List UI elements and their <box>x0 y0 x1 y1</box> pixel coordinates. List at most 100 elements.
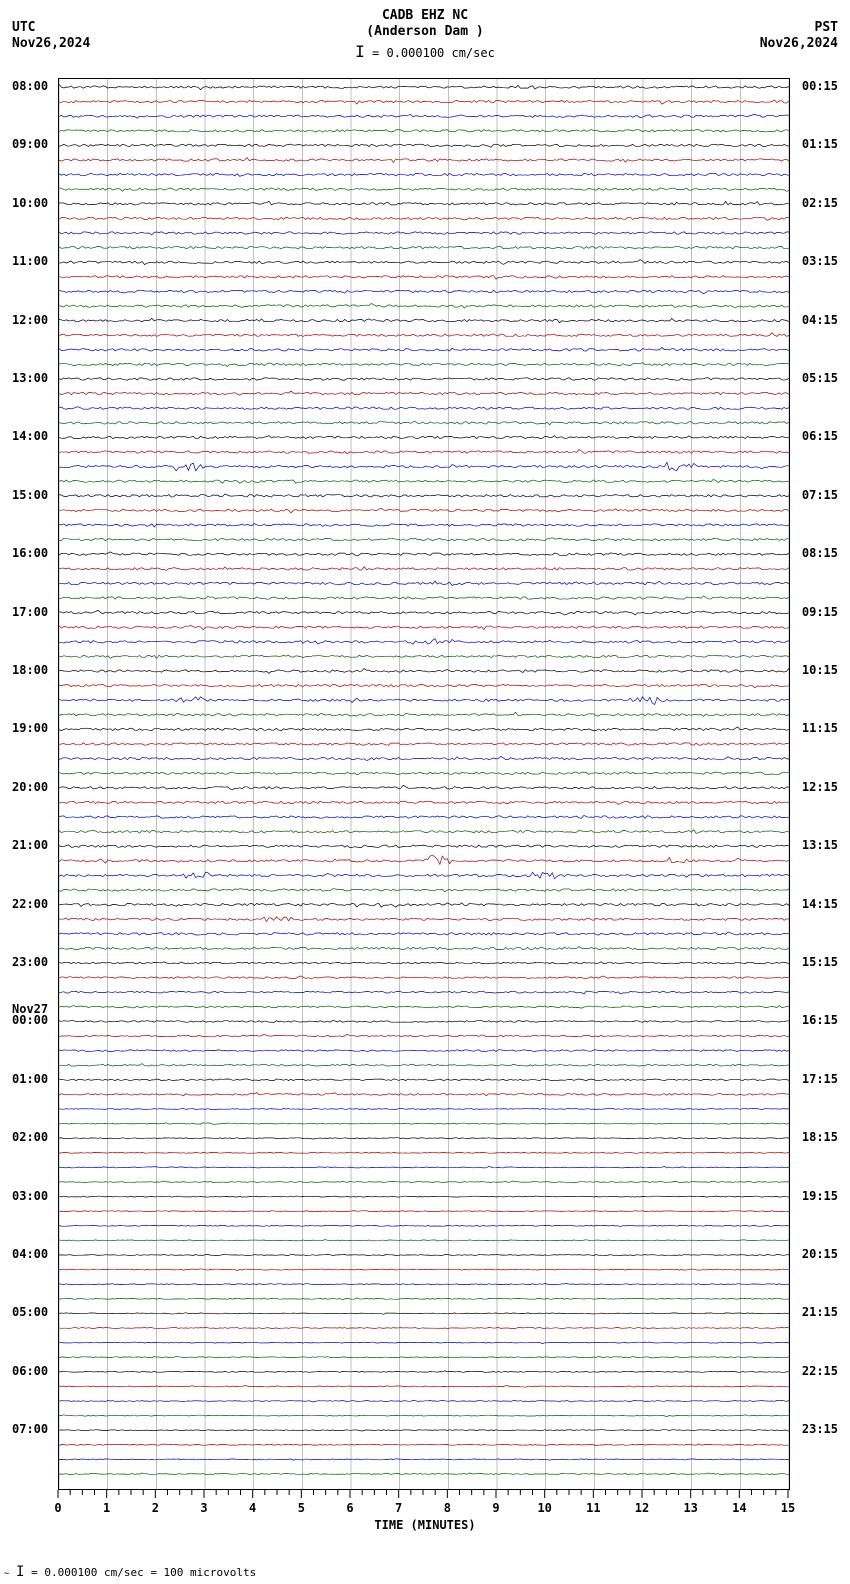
left-time-label: 06:00 <box>12 1364 48 1378</box>
trace-line <box>59 422 789 425</box>
trace-line <box>59 727 789 731</box>
svg-text:6: 6 <box>346 1501 353 1515</box>
scale-text: = 0.000100 cm/sec <box>372 46 495 60</box>
trace-line <box>59 333 789 337</box>
right-date: Nov26,2024 <box>760 36 838 51</box>
svg-text:8: 8 <box>444 1501 451 1515</box>
right-time-label: 18:15 <box>802 1130 838 1144</box>
trace-line <box>59 1166 789 1168</box>
right-time-label: 01:15 <box>802 137 838 151</box>
left-time-label: 20:00 <box>12 780 48 794</box>
trace-line <box>59 668 789 673</box>
left-time-label: 00:00 <box>12 1013 48 1027</box>
right-time-label: 08:15 <box>802 546 838 560</box>
trace-line <box>59 538 789 541</box>
trace-line <box>59 772 789 775</box>
trace-line <box>59 872 789 879</box>
left-timezone: UTC <box>12 20 35 35</box>
right-time-label: 17:15 <box>802 1072 838 1086</box>
left-time-label: 17:00 <box>12 605 48 619</box>
right-time-label: 02:15 <box>802 196 838 210</box>
svg-text:3: 3 <box>200 1501 207 1515</box>
trace-line <box>59 855 789 864</box>
trace-line <box>59 1152 789 1153</box>
svg-text:0: 0 <box>54 1501 61 1515</box>
svg-text:14: 14 <box>732 1501 746 1515</box>
trace-line <box>59 1313 789 1315</box>
trace-line <box>59 684 789 687</box>
trace-line <box>59 450 789 454</box>
svg-text:9: 9 <box>492 1501 499 1515</box>
trace-line <box>59 917 789 922</box>
footer-scale: ∼ I = 0.000100 cm/sec = 100 microvolts <box>4 1564 256 1580</box>
right-time-label: 00:15 <box>802 79 838 93</box>
trace-line <box>59 378 789 380</box>
trace-line <box>59 158 789 163</box>
left-date: Nov26,2024 <box>12 36 90 51</box>
trace-line <box>59 1225 789 1227</box>
trace-line <box>59 830 789 834</box>
svg-text:10: 10 <box>537 1501 551 1515</box>
trace-line <box>59 1254 789 1255</box>
trace-line <box>59 391 789 395</box>
trace-line <box>59 815 789 818</box>
trace-line <box>59 567 789 571</box>
x-axis: 0123456789101112131415 <box>0 1490 850 1520</box>
trace-line <box>59 1034 789 1037</box>
trace-line <box>59 85 789 90</box>
trace-line <box>59 348 789 352</box>
trace-line <box>59 173 789 176</box>
right-timezone: PST <box>815 20 838 35</box>
trace-line <box>59 1093 789 1096</box>
trace-line <box>59 201 789 205</box>
svg-text:13: 13 <box>683 1501 697 1515</box>
trace-line <box>59 276 789 280</box>
left-time-label: 05:00 <box>12 1305 48 1319</box>
trace-line <box>59 697 789 705</box>
trace-line <box>59 407 789 410</box>
trace-line <box>59 1401 789 1403</box>
right-time-label: 23:15 <box>802 1422 838 1436</box>
trace-line <box>59 610 789 615</box>
trace-line <box>59 363 789 367</box>
trace-line <box>59 991 789 994</box>
trace-line <box>59 581 789 585</box>
trace-line <box>59 524 789 527</box>
trace-line <box>59 303 789 308</box>
seismogram-svg <box>59 79 789 1489</box>
trace-line <box>59 1269 789 1271</box>
seismogram-container: CADB EHZ NC (Anderson Dam ) I = 0.000100… <box>0 0 850 1584</box>
trace-line <box>59 260 789 265</box>
trace-line <box>59 479 789 483</box>
trace-line <box>59 801 789 804</box>
right-time-label: 09:15 <box>802 605 838 619</box>
right-time-label: 14:15 <box>802 897 838 911</box>
trace-line <box>59 1356 789 1358</box>
right-time-label: 20:15 <box>802 1247 838 1261</box>
right-time-label: 13:15 <box>802 838 838 852</box>
left-time-label: 23:00 <box>12 955 48 969</box>
trace-line <box>59 1284 789 1285</box>
trace-line <box>59 1006 789 1009</box>
right-time-label: 22:15 <box>802 1364 838 1378</box>
trace-line <box>59 1123 789 1125</box>
trace-line <box>59 144 789 147</box>
trace-line <box>59 1328 789 1329</box>
trace-line <box>59 903 789 907</box>
left-time-label: 02:00 <box>12 1130 48 1144</box>
left-time-label: 16:00 <box>12 546 48 560</box>
svg-text:12: 12 <box>635 1501 649 1515</box>
right-time-label: 07:15 <box>802 488 838 502</box>
left-time-label: 01:00 <box>12 1072 48 1086</box>
right-time-label: 11:15 <box>802 721 838 735</box>
trace-line <box>59 932 789 935</box>
trace-line <box>59 114 789 118</box>
trace-line <box>59 626 789 630</box>
trace-line <box>59 743 789 745</box>
left-time-label: 10:00 <box>12 196 48 210</box>
left-time-label: 09:00 <box>12 137 48 151</box>
trace-line <box>59 1415 789 1417</box>
station-code: CADB EHZ NC <box>0 8 850 24</box>
trace-line <box>59 1021 789 1023</box>
left-time-label: 19:00 <box>12 721 48 735</box>
